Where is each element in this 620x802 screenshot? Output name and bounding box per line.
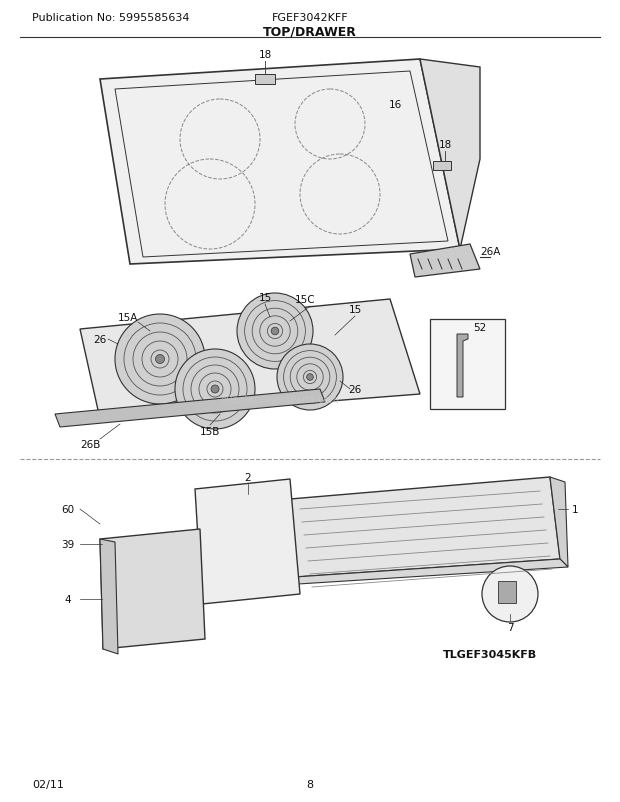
Polygon shape [290, 477, 560, 577]
Circle shape [211, 386, 219, 394]
Text: 15A: 15A [118, 313, 138, 322]
Text: 02/11: 02/11 [32, 779, 64, 789]
Bar [498, 581, 516, 603]
Circle shape [237, 294, 313, 370]
Text: 18: 18 [259, 50, 272, 60]
Text: 52: 52 [474, 322, 487, 333]
Text: 26A: 26A [480, 247, 500, 257]
Text: 16: 16 [388, 100, 402, 110]
Polygon shape [100, 539, 118, 654]
Text: 26B: 26B [80, 439, 100, 449]
Text: 18: 18 [438, 140, 451, 150]
Text: 15: 15 [348, 305, 361, 314]
Circle shape [307, 375, 313, 381]
Text: eReplacementParts.com: eReplacementParts.com [221, 395, 339, 404]
Text: 15C: 15C [294, 294, 316, 305]
Polygon shape [457, 334, 468, 398]
Polygon shape [295, 559, 568, 585]
Text: 60: 60 [61, 504, 74, 514]
Circle shape [277, 345, 343, 411]
Polygon shape [420, 60, 480, 249]
Text: 26: 26 [348, 384, 361, 395]
Text: 2: 2 [245, 472, 251, 482]
Circle shape [156, 355, 164, 364]
Circle shape [482, 566, 538, 622]
Polygon shape [410, 245, 480, 277]
Bar [430, 320, 505, 410]
Circle shape [175, 350, 255, 429]
Bar [255, 75, 275, 85]
Text: 1: 1 [572, 504, 578, 514]
Text: Publication No: 5995585634: Publication No: 5995585634 [32, 13, 190, 23]
Text: 26: 26 [94, 334, 107, 345]
Polygon shape [55, 390, 325, 427]
Text: TOP/DRAWER: TOP/DRAWER [263, 26, 357, 38]
Polygon shape [100, 60, 460, 265]
Text: 7: 7 [507, 622, 513, 632]
Text: FGEF3042KFF: FGEF3042KFF [272, 13, 348, 23]
Circle shape [271, 328, 279, 335]
Text: 4: 4 [64, 594, 71, 604]
Polygon shape [195, 480, 300, 604]
Polygon shape [100, 529, 205, 649]
Text: TLGEF3045KFB: TLGEF3045KFB [443, 649, 537, 659]
Circle shape [115, 314, 205, 404]
Text: 8: 8 [306, 779, 314, 789]
Text: 15B: 15B [200, 427, 220, 436]
Bar [433, 162, 451, 171]
Polygon shape [80, 300, 420, 419]
Text: 15: 15 [259, 293, 272, 302]
Text: 39: 39 [61, 539, 74, 549]
Polygon shape [550, 477, 568, 567]
